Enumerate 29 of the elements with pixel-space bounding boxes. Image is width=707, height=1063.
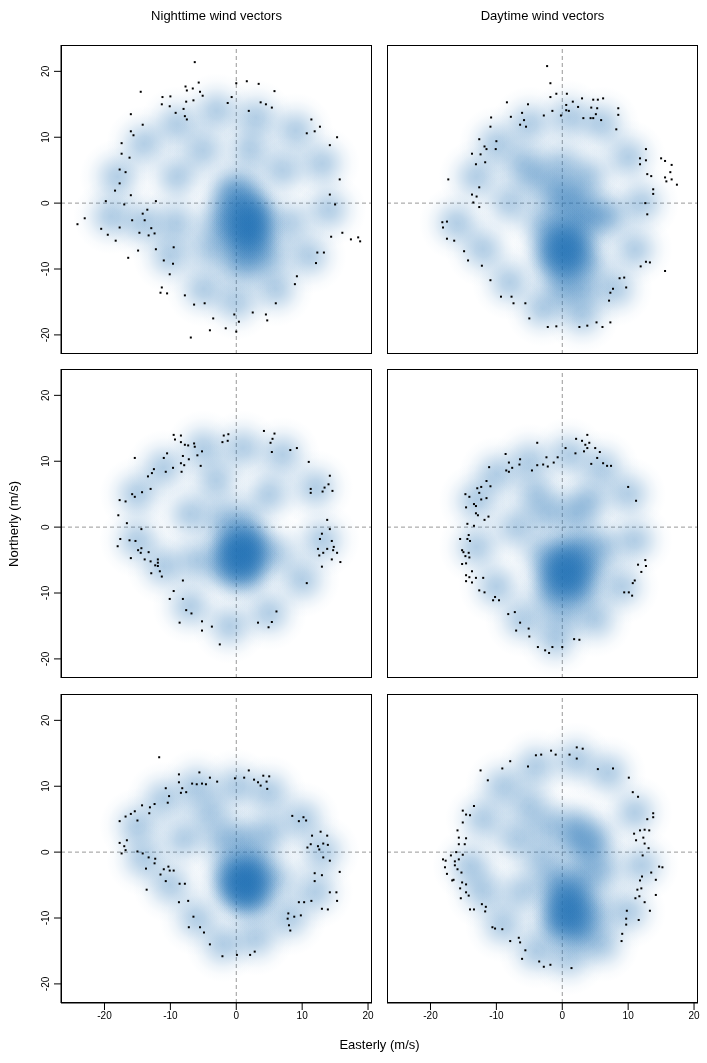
x-axis-title: Easterly (m/s) bbox=[339, 1036, 420, 1052]
y-axis-title: Northerly (m/s) bbox=[5, 480, 21, 567]
y-tick-label: 20 bbox=[40, 714, 51, 726]
x-tick-label: -10 bbox=[489, 1010, 505, 1022]
y-tick-label: -20 bbox=[40, 327, 51, 343]
x-tick-label: 10 bbox=[622, 1010, 635, 1022]
x-tick-label: -20 bbox=[97, 1010, 113, 1022]
y-tick-label: -10 bbox=[40, 585, 51, 601]
x-tick-label: -10 bbox=[163, 1010, 179, 1022]
x-tick-label: 20 bbox=[688, 1010, 701, 1022]
y-tick-label: 20 bbox=[40, 389, 51, 401]
x-tick-label: 20 bbox=[362, 1010, 375, 1022]
chart-title: Daytime wind vectors bbox=[479, 7, 606, 25]
x-tick-label: 0 bbox=[233, 1010, 240, 1022]
x-tick-label: 10 bbox=[296, 1010, 309, 1022]
x-tick-label: -20 bbox=[423, 1010, 439, 1022]
y-tick-label: 10 bbox=[40, 131, 51, 143]
y-tick-label: 10 bbox=[40, 455, 51, 467]
y-tick-label: 0 bbox=[40, 848, 51, 855]
x-tick-label: 0 bbox=[559, 1010, 566, 1022]
y-tick-label: -10 bbox=[40, 910, 51, 926]
y-tick-label: 20 bbox=[40, 65, 51, 77]
y-tick-label: 0 bbox=[40, 199, 51, 206]
y-tick-label: -20 bbox=[40, 976, 51, 992]
y-tick-label: -20 bbox=[40, 651, 51, 667]
y-tick-label: 0 bbox=[40, 523, 51, 530]
y-tick-label: 10 bbox=[40, 780, 51, 792]
y-tick-label: -10 bbox=[40, 261, 51, 277]
chart-title: Nighttime wind vectors bbox=[150, 7, 283, 25]
